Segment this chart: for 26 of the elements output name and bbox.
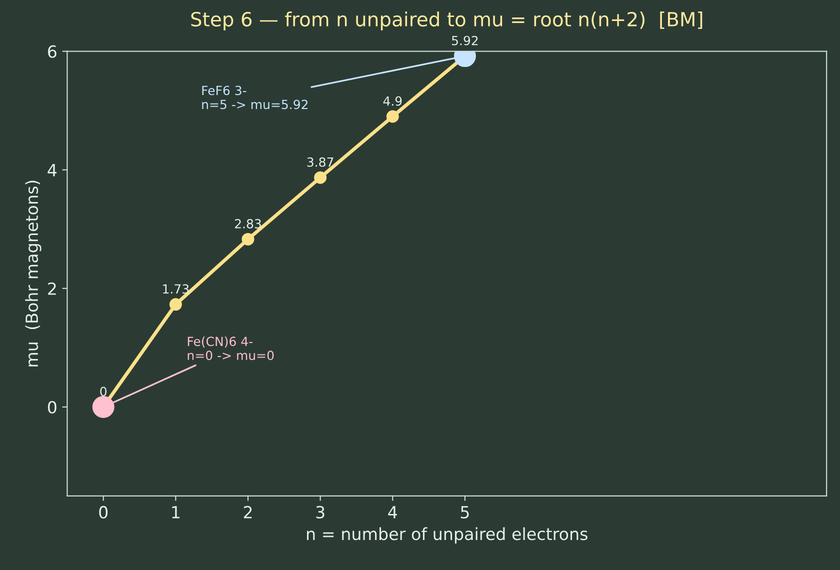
- y-tick-label: 2: [48, 282, 56, 295]
- x-tick-label: 3: [316, 506, 324, 519]
- data-label: 3.87: [307, 157, 334, 167]
- point: [386, 110, 399, 123]
- point: [169, 298, 182, 311]
- x-tick-label: 5: [460, 506, 469, 519]
- data-label: 1.73: [163, 284, 189, 294]
- x-tick-label: 0: [99, 506, 108, 519]
- data-label: 5.92: [452, 36, 478, 46]
- chart-title: Step 6 — from n unpaired to mu = root n(n+2) [BM]: [191, 12, 702, 30]
- x-axis-title: n = number of unpaired electrons: [307, 527, 588, 544]
- y-tick-label: 4: [48, 164, 57, 176]
- data-label: 4.9: [383, 96, 402, 106]
- y-tick-label: 6: [48, 45, 56, 58]
- point: [314, 171, 327, 184]
- point: [242, 232, 254, 246]
- x-tick-label: 4: [388, 506, 398, 518]
- point: [92, 396, 114, 418]
- annotation: FeF6 3- n=5 -> mu=5.92: [202, 86, 308, 110]
- x-tick-label: 1: [172, 506, 180, 518]
- x-tick-label: 2: [244, 506, 252, 518]
- data-label: 2.83: [235, 219, 261, 228]
- annotation: Fe(CN)6 4- n=0 -> mu=0: [188, 336, 274, 360]
- data-label: 0: [100, 386, 107, 396]
- y-tick-label: 0: [48, 400, 56, 414]
- y-axis-title: mu (Bohr magnetons): [25, 180, 42, 366]
